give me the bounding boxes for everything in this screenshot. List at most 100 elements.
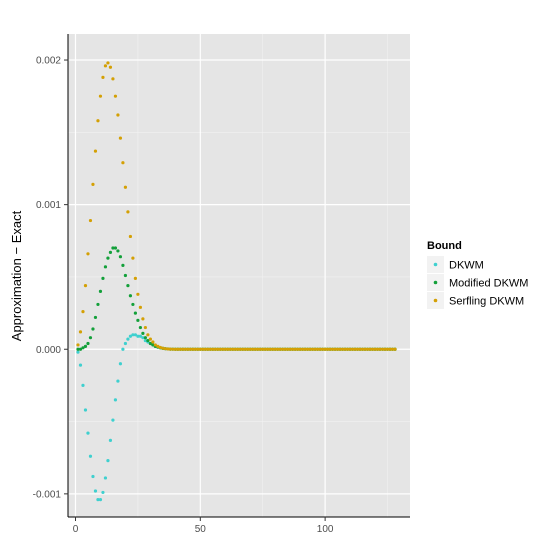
point-serfling-dkwm: [353, 347, 357, 351]
point-serfling-dkwm: [246, 347, 250, 351]
point-serfling-dkwm: [333, 347, 337, 351]
point-serfling-dkwm: [340, 347, 345, 351]
point-modified-dkwm: [126, 284, 130, 288]
point-serfling-dkwm: [271, 347, 275, 351]
point-serfling-dkwm: [251, 347, 255, 351]
point-dkwm: [123, 341, 128, 346]
point-serfling-dkwm: [286, 347, 290, 351]
tick-marks: [64, 59, 326, 521]
point-serfling-dkwm: [118, 136, 123, 140]
point-modified-dkwm: [101, 276, 105, 280]
point-modified-dkwm: [143, 336, 147, 340]
point-serfling-dkwm: [121, 161, 125, 165]
point-serfling-dkwm: [183, 347, 187, 351]
point-modified-dkwm: [96, 302, 100, 307]
point-serfling-dkwm: [166, 347, 170, 351]
point-serfling-dkwm: [241, 347, 245, 351]
point-serfling-dkwm: [261, 347, 265, 351]
point-serfling-dkwm: [283, 347, 287, 351]
point-modified-dkwm: [118, 255, 123, 259]
point-serfling-dkwm: [163, 347, 167, 351]
point-modified-dkwm: [116, 249, 120, 253]
point-modified-dkwm: [111, 246, 115, 250]
point-serfling-dkwm: [133, 276, 138, 280]
point-serfling-dkwm: [193, 347, 197, 351]
point-serfling-dkwm: [273, 347, 277, 351]
point-serfling-dkwm: [345, 347, 350, 351]
point-dkwm: [86, 431, 90, 435]
y-tick-label: 0.002: [36, 56, 61, 67]
point-serfling-dkwm: [186, 347, 190, 351]
point-serfling-dkwm: [226, 347, 230, 351]
point-serfling-dkwm: [263, 347, 267, 351]
legend: Bound DKWM Modified DKWM Serfling DKWM: [427, 240, 528, 309]
point-serfling-dkwm: [256, 347, 260, 351]
point-serfling-dkwm: [301, 347, 305, 351]
point-serfling-dkwm: [216, 347, 220, 351]
point-serfling-dkwm: [350, 347, 355, 351]
point-serfling-dkwm: [176, 347, 180, 351]
point-serfling-dkwm: [368, 347, 372, 351]
point-serfling-dkwm: [363, 347, 367, 351]
point-serfling-dkwm: [390, 347, 395, 351]
point-serfling-dkwm: [370, 347, 375, 351]
legend-item-dkwm: DKWM: [427, 256, 484, 273]
point-modified-dkwm: [103, 265, 108, 269]
point-modified-dkwm: [146, 338, 150, 343]
point-dkwm: [76, 350, 80, 354]
point-serfling-dkwm: [148, 337, 152, 341]
legend-label-dkwm: DKWM: [449, 260, 484, 272]
point-serfling-dkwm: [173, 347, 177, 351]
point-serfling-dkwm: [156, 344, 160, 348]
point-modified-dkwm: [88, 336, 93, 340]
point-serfling-dkwm: [393, 347, 397, 351]
point-serfling-dkwm: [293, 347, 297, 351]
point-modified-dkwm: [138, 325, 142, 330]
point-modified-dkwm: [91, 327, 95, 331]
point-serfling-dkwm: [158, 345, 162, 350]
point-serfling-dkwm: [181, 347, 185, 351]
point-dkwm: [113, 398, 118, 402]
x-tick-label: 50: [195, 524, 207, 535]
point-dkwm: [133, 333, 138, 337]
point-serfling-dkwm: [373, 347, 377, 351]
axes: [67, 34, 410, 518]
point-serfling-dkwm: [191, 347, 195, 351]
legend-item-serfling-dkwm: Serfling DKWM: [427, 292, 524, 309]
point-modified-dkwm: [83, 344, 88, 348]
point-dkwm: [136, 334, 140, 338]
point-modified-dkwm: [86, 341, 90, 346]
point-serfling-dkwm: [231, 347, 235, 351]
point-serfling-dkwm: [136, 292, 140, 296]
point-serfling-dkwm: [358, 347, 362, 351]
point-serfling-dkwm: [88, 218, 93, 223]
point-serfling-dkwm: [278, 347, 282, 351]
legend-key-dkwm: [433, 262, 438, 267]
point-modified-dkwm: [136, 318, 140, 322]
point-dkwm: [141, 336, 145, 340]
point-dkwm: [118, 362, 123, 366]
series-serfling-dkwm: [76, 61, 397, 351]
point-dkwm: [98, 498, 103, 502]
point-modified-dkwm: [108, 250, 113, 254]
legend-title: Bound: [427, 240, 462, 252]
point-serfling-dkwm: [201, 347, 205, 351]
y-tick-label: -0.001: [33, 489, 62, 500]
point-serfling-dkwm: [96, 119, 100, 123]
point-dkwm: [101, 490, 105, 495]
point-serfling-dkwm: [378, 347, 382, 351]
point-serfling-dkwm: [178, 347, 182, 351]
point-serfling-dkwm: [258, 347, 262, 351]
point-modified-dkwm: [148, 341, 152, 346]
point-modified-dkwm: [121, 263, 125, 267]
point-dkwm: [93, 489, 98, 493]
point-serfling-dkwm: [101, 75, 105, 79]
point-modified-dkwm: [98, 289, 103, 294]
point-modified-dkwm: [128, 294, 133, 298]
legend-key-modified-dkwm: [433, 280, 438, 285]
legend-label-serfling-dkwm: Serfling DKWM: [449, 296, 524, 308]
point-serfling-dkwm: [323, 347, 327, 351]
point-serfling-dkwm: [153, 343, 157, 347]
point-serfling-dkwm: [306, 347, 310, 351]
point-serfling-dkwm: [236, 347, 240, 351]
